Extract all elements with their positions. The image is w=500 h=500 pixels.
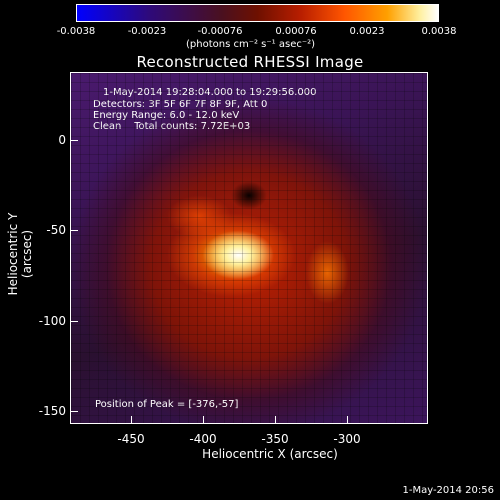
time-range-label: 1-May-2014 19:28:04.000 to 19:29:56.000 (103, 87, 317, 98)
y-axis-label: Heliocentric Y (arcsec) (6, 212, 34, 296)
colorbar-tick: -0.0023 (127, 26, 167, 37)
detectors-label: Detectors: 3F 5F 6F 7F 8F 9F, Att 0 (93, 99, 268, 110)
x-tick-mark (347, 416, 348, 424)
y-tick-label: -50 (46, 223, 66, 237)
colorbar-units: (photons cm⁻² s⁻¹ asec⁻²) (186, 39, 316, 50)
colorbar-tick: 0.0038 (421, 26, 457, 37)
y-tick-label: -150 (38, 404, 66, 418)
y-tick-mark (70, 411, 78, 412)
x-tick-mark (275, 416, 276, 424)
peak-position-label: Position of Peak = [-376,-57] (95, 399, 239, 410)
image-title: Reconstructed RHESSI Image (136, 53, 364, 71)
colorbar (76, 4, 439, 22)
y-tick-label: -100 (38, 314, 66, 328)
x-tick-label: -300 (333, 432, 361, 446)
clean-counts-label: Clean Total counts: 7.72E+03 (93, 121, 251, 132)
x-tick-label: -350 (261, 432, 289, 446)
energy-range-label: Energy Range: 6.0 - 12.0 keV (93, 110, 240, 121)
x-tick-mark (131, 416, 132, 424)
colorbar-tick: 0.0023 (349, 26, 385, 37)
y-tick-mark (70, 321, 78, 322)
colorbar-tick: -0.0038 (56, 26, 96, 37)
x-axis-label: Heliocentric X (arcsec) (202, 447, 338, 461)
x-tick-label: -450 (117, 432, 145, 446)
x-tick-mark (203, 416, 204, 424)
colorbar-tick: 0.00076 (275, 26, 317, 37)
timestamp: 1-May-2014 20:56 (402, 485, 494, 496)
y-tick-mark (70, 230, 78, 231)
x-tick-label: -400 (189, 432, 217, 446)
colorbar-tick: -0.00076 (197, 26, 243, 37)
y-tick-mark (70, 140, 78, 141)
solar-image: 1-May-2014 19:28:04.000 to 19:29:56.000 … (70, 72, 428, 424)
y-tick-label: 0 (58, 133, 66, 147)
colorbar-gradient (76, 4, 439, 22)
